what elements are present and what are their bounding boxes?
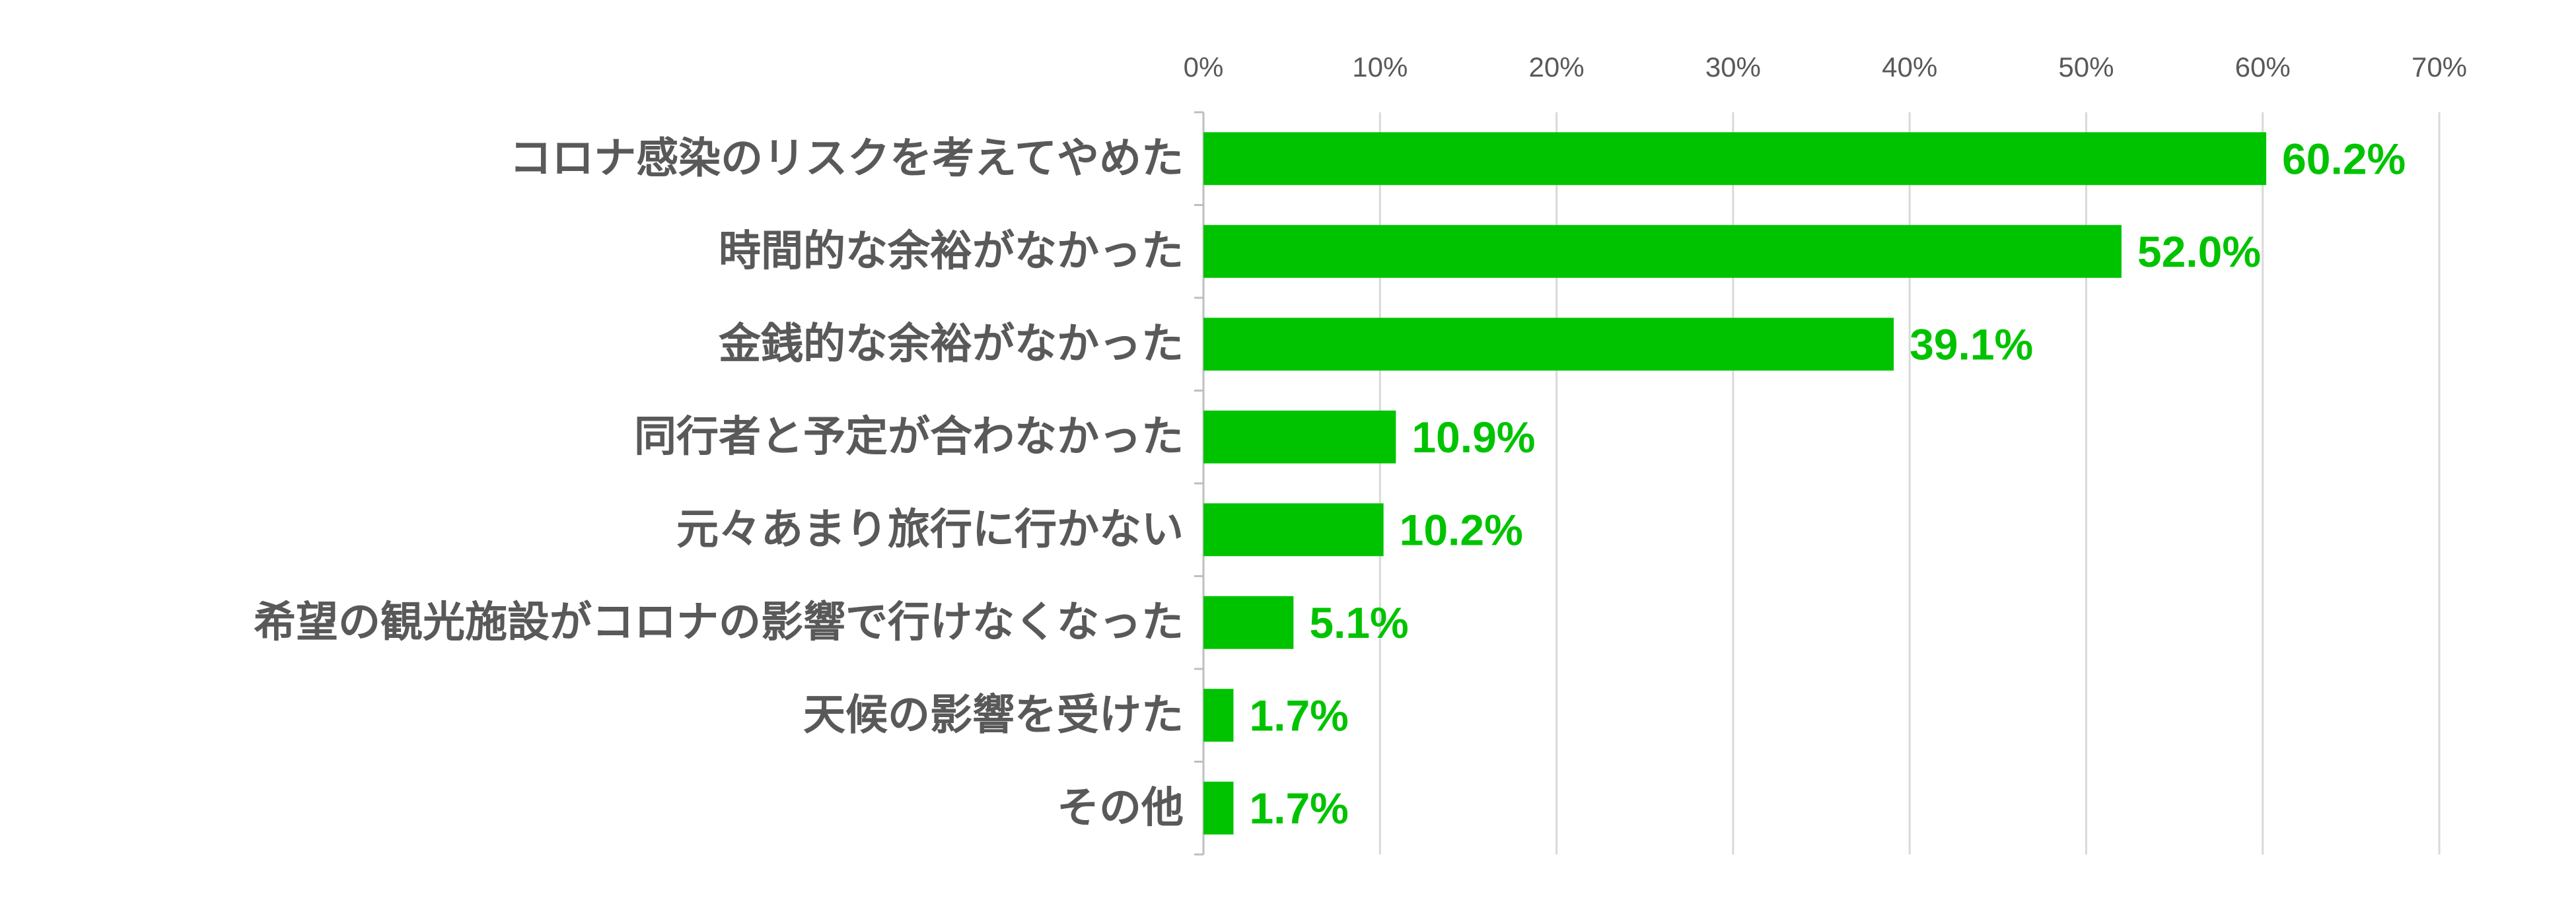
x-tick-label: 40% bbox=[1882, 52, 1937, 83]
category-label: 元々あまり旅行に行かない bbox=[676, 505, 1184, 554]
x-tick-label: 30% bbox=[1705, 52, 1761, 83]
bar bbox=[1203, 781, 1234, 835]
x-tick-label: 50% bbox=[2058, 52, 2114, 83]
bar bbox=[1203, 132, 2267, 186]
data-label: 10.9% bbox=[1412, 413, 1535, 462]
x-tick-labels: 0% 10% 20% 30% 40% 50% 60% 70% bbox=[1184, 52, 2467, 83]
bar bbox=[1203, 225, 2122, 278]
data-label: 5.1% bbox=[1309, 598, 1408, 647]
bar bbox=[1203, 503, 1384, 557]
value-labels: 60.2% 52.0% 39.1% 10.9% 10.2% 5.1% 1.7% 1.7% bbox=[1249, 134, 2406, 833]
category-label: コロナ感染のリスクを考えてやめた bbox=[509, 134, 1184, 183]
category-label: 時間的な余裕がなかった bbox=[719, 227, 1184, 276]
category-label: 同行者と予定が合わなかった bbox=[634, 413, 1184, 462]
category-label: 天候の影響を受けた bbox=[803, 691, 1184, 740]
x-tick-label: 0% bbox=[1184, 52, 1224, 83]
data-label: 1.7% bbox=[1249, 691, 1348, 740]
axes bbox=[1194, 111, 1205, 856]
data-label: 39.1% bbox=[1910, 320, 2033, 368]
data-label: 1.7% bbox=[1249, 784, 1348, 833]
x-tick-label: 20% bbox=[1529, 52, 1585, 83]
bars bbox=[1203, 132, 2267, 835]
data-label: 60.2% bbox=[2282, 134, 2406, 183]
bar bbox=[1203, 318, 1894, 371]
gridlines bbox=[1378, 112, 2441, 854]
data-label: 10.2% bbox=[1400, 505, 1523, 554]
bar bbox=[1203, 410, 1396, 464]
bar bbox=[1203, 689, 1234, 742]
category-label: 金銭的な余裕がなかった bbox=[718, 320, 1184, 368]
category-label: その他 bbox=[1057, 784, 1184, 833]
bar bbox=[1203, 596, 1294, 649]
category-labels: コロナ感染のリスクを考えてやめた時間的な余裕がなかった金銭的な余裕がなかった同行… bbox=[254, 134, 1184, 833]
x-tick-label: 60% bbox=[2235, 52, 2291, 83]
data-label: 52.0% bbox=[2137, 227, 2261, 276]
x-tick-label: 10% bbox=[1352, 52, 1408, 83]
category-label: 希望の観光施設がコロナの影響で行けなくなった bbox=[254, 598, 1184, 647]
x-tick-label: 70% bbox=[2412, 52, 2467, 83]
